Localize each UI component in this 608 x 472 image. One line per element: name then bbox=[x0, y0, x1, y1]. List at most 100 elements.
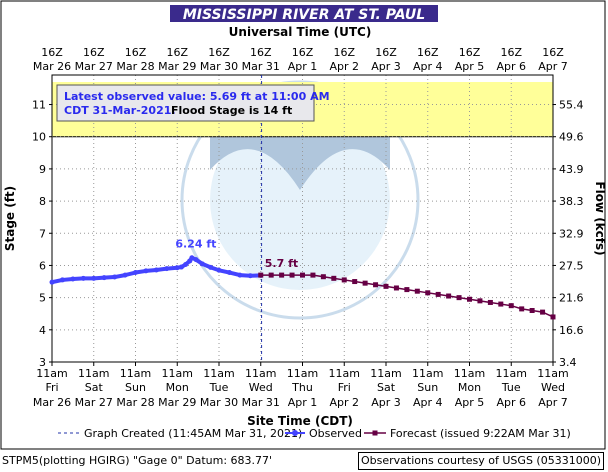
observed-point bbox=[70, 276, 76, 282]
right-tick-label: 38.3 bbox=[559, 195, 584, 208]
bottom-tick-label-hour: 11am bbox=[329, 367, 360, 380]
forecast-point bbox=[341, 277, 347, 283]
bottom-tick-label-date: Mar 27 bbox=[75, 396, 113, 409]
legend-created-label: Graph Created (11:45AM Mar 31, 2021) bbox=[84, 427, 302, 440]
top-tick-label-date: Mar 27 bbox=[75, 60, 113, 73]
top-tick-label-date: Mar 30 bbox=[200, 60, 238, 73]
bottom-tick-label-hour: 11am bbox=[162, 367, 193, 380]
bottom-tick-label-hour: 11am bbox=[203, 367, 234, 380]
top-tick-label-date: Mar 31 bbox=[242, 60, 280, 73]
observed-point bbox=[101, 275, 107, 281]
observed-point bbox=[178, 264, 184, 270]
observed-point bbox=[143, 268, 149, 274]
forecast-point bbox=[383, 283, 389, 289]
usgs-credit: Observations courtesy of USGS (05331000) bbox=[358, 452, 604, 470]
observed-point bbox=[164, 266, 170, 272]
right-tick-label: 27.5 bbox=[559, 259, 584, 272]
forecast-point bbox=[477, 298, 483, 304]
bottom-tick-label-weekday: Tue bbox=[209, 381, 229, 394]
forecast-point bbox=[320, 274, 326, 280]
y2-axis-title: Flow (kcfs) bbox=[593, 181, 607, 255]
top-tick-label-hour: 16Z bbox=[333, 46, 355, 59]
bottom-tick-label-hour: 11am bbox=[287, 367, 318, 380]
top-tick-label-date: Mar 28 bbox=[116, 60, 154, 73]
forecast-point bbox=[300, 272, 305, 278]
forecast-point bbox=[373, 282, 379, 288]
forecast-point bbox=[519, 306, 525, 312]
forecast-point bbox=[393, 285, 399, 291]
top-tick-label-hour: 16Z bbox=[292, 46, 314, 59]
y-tick-label: 5 bbox=[39, 292, 46, 305]
top-tick-label-date: Apr 3 bbox=[371, 60, 401, 73]
top-tick-label-date: Apr 2 bbox=[329, 60, 359, 73]
bottom-tick-label-hour: 11am bbox=[120, 367, 151, 380]
forecast-point bbox=[456, 295, 462, 301]
bottom-tick-label-weekday: Sun bbox=[417, 381, 438, 394]
forecast-point bbox=[425, 290, 431, 296]
right-tick-label: 32.9 bbox=[559, 227, 584, 240]
outer-frame bbox=[0, 0, 606, 450]
observed-point bbox=[189, 255, 195, 261]
bottom-tick-label-hour: 11am bbox=[454, 367, 485, 380]
top-axis-title: Universal Time (UTC) bbox=[229, 25, 372, 39]
observed-point bbox=[208, 264, 214, 270]
forecast-point bbox=[487, 299, 493, 305]
bottom-tick-label-date: Apr 2 bbox=[329, 396, 359, 409]
observed-point bbox=[247, 273, 253, 279]
bottom-tick-label-date: Apr 1 bbox=[288, 396, 318, 409]
bottom-tick-label-weekday: Sat bbox=[85, 381, 104, 394]
info-box bbox=[56, 84, 315, 122]
info-latest-observed: Latest observed value: 5.69 ft at 11:00 … bbox=[64, 90, 330, 103]
y-tick-label: 3 bbox=[39, 356, 46, 369]
chart-title: MISSISSIPPI RIVER AT ST. PAUL bbox=[183, 7, 425, 23]
title-bar bbox=[170, 5, 438, 22]
forecast-point bbox=[508, 303, 514, 309]
observed-point bbox=[174, 265, 180, 271]
observed-point bbox=[133, 270, 138, 276]
observed-point bbox=[112, 274, 118, 280]
top-tick-label-date: Mar 29 bbox=[158, 60, 196, 73]
bottom-tick-label-hour: 11am bbox=[537, 367, 568, 380]
top-tick-label-date: Apr 4 bbox=[413, 60, 443, 73]
forecast-point bbox=[310, 272, 316, 278]
forecast-point bbox=[529, 308, 535, 314]
top-tick-label-hour: 16Z bbox=[375, 46, 397, 59]
bottom-tick-label-weekday: Fri bbox=[338, 381, 351, 394]
top-tick-label-hour: 16Z bbox=[41, 46, 63, 59]
forecast-point bbox=[467, 296, 472, 302]
bottom-tick-label-weekday: Sat bbox=[377, 381, 396, 394]
forecast-start-label: 5.7 ft bbox=[265, 257, 298, 270]
right-tick-label: 49.6 bbox=[559, 131, 584, 144]
bottom-tick-label-hour: 11am bbox=[496, 367, 527, 380]
bottom-tick-label-hour: 11am bbox=[245, 367, 276, 380]
forecast-point bbox=[289, 272, 295, 278]
legend-forecast-marker bbox=[372, 430, 378, 436]
forecast-point bbox=[550, 314, 556, 320]
observed-point bbox=[80, 275, 86, 281]
observed-point bbox=[193, 257, 199, 263]
top-tick-label-hour: 16Z bbox=[208, 46, 230, 59]
bottom-tick-label-date: Mar 29 bbox=[158, 396, 196, 409]
bottom-tick-label-date: Apr 6 bbox=[496, 396, 526, 409]
datum-note: STPM5(plotting HGIRG) "Gage 0" Datum: 68… bbox=[2, 454, 273, 467]
top-tick-label-hour: 16Z bbox=[166, 46, 188, 59]
top-tick-label-hour: 16Z bbox=[83, 46, 105, 59]
bottom-tick-label-weekday: Mon bbox=[166, 381, 189, 394]
forecast-point bbox=[435, 291, 441, 297]
bottom-tick-label-weekday: Wed bbox=[249, 381, 273, 394]
x-axis-title: Site Time (CDT) bbox=[247, 414, 353, 428]
forecast-point bbox=[352, 279, 358, 285]
observed-point bbox=[49, 279, 55, 285]
bottom-tick-label-date: Mar 30 bbox=[200, 396, 238, 409]
forecast-point bbox=[498, 301, 504, 307]
top-tick-label-date: Apr 7 bbox=[538, 60, 568, 73]
bottom-tick-label-date: Apr 4 bbox=[413, 396, 443, 409]
info-observed-date: CDT 31-Mar-2021. bbox=[64, 104, 176, 117]
y-tick-label: 11 bbox=[32, 99, 46, 112]
bottom-tick-label-weekday: Mon bbox=[458, 381, 481, 394]
y-tick-label: 10 bbox=[32, 131, 46, 144]
observed-point bbox=[199, 261, 205, 267]
bottom-tick-label-date: Mar 26 bbox=[33, 396, 71, 409]
